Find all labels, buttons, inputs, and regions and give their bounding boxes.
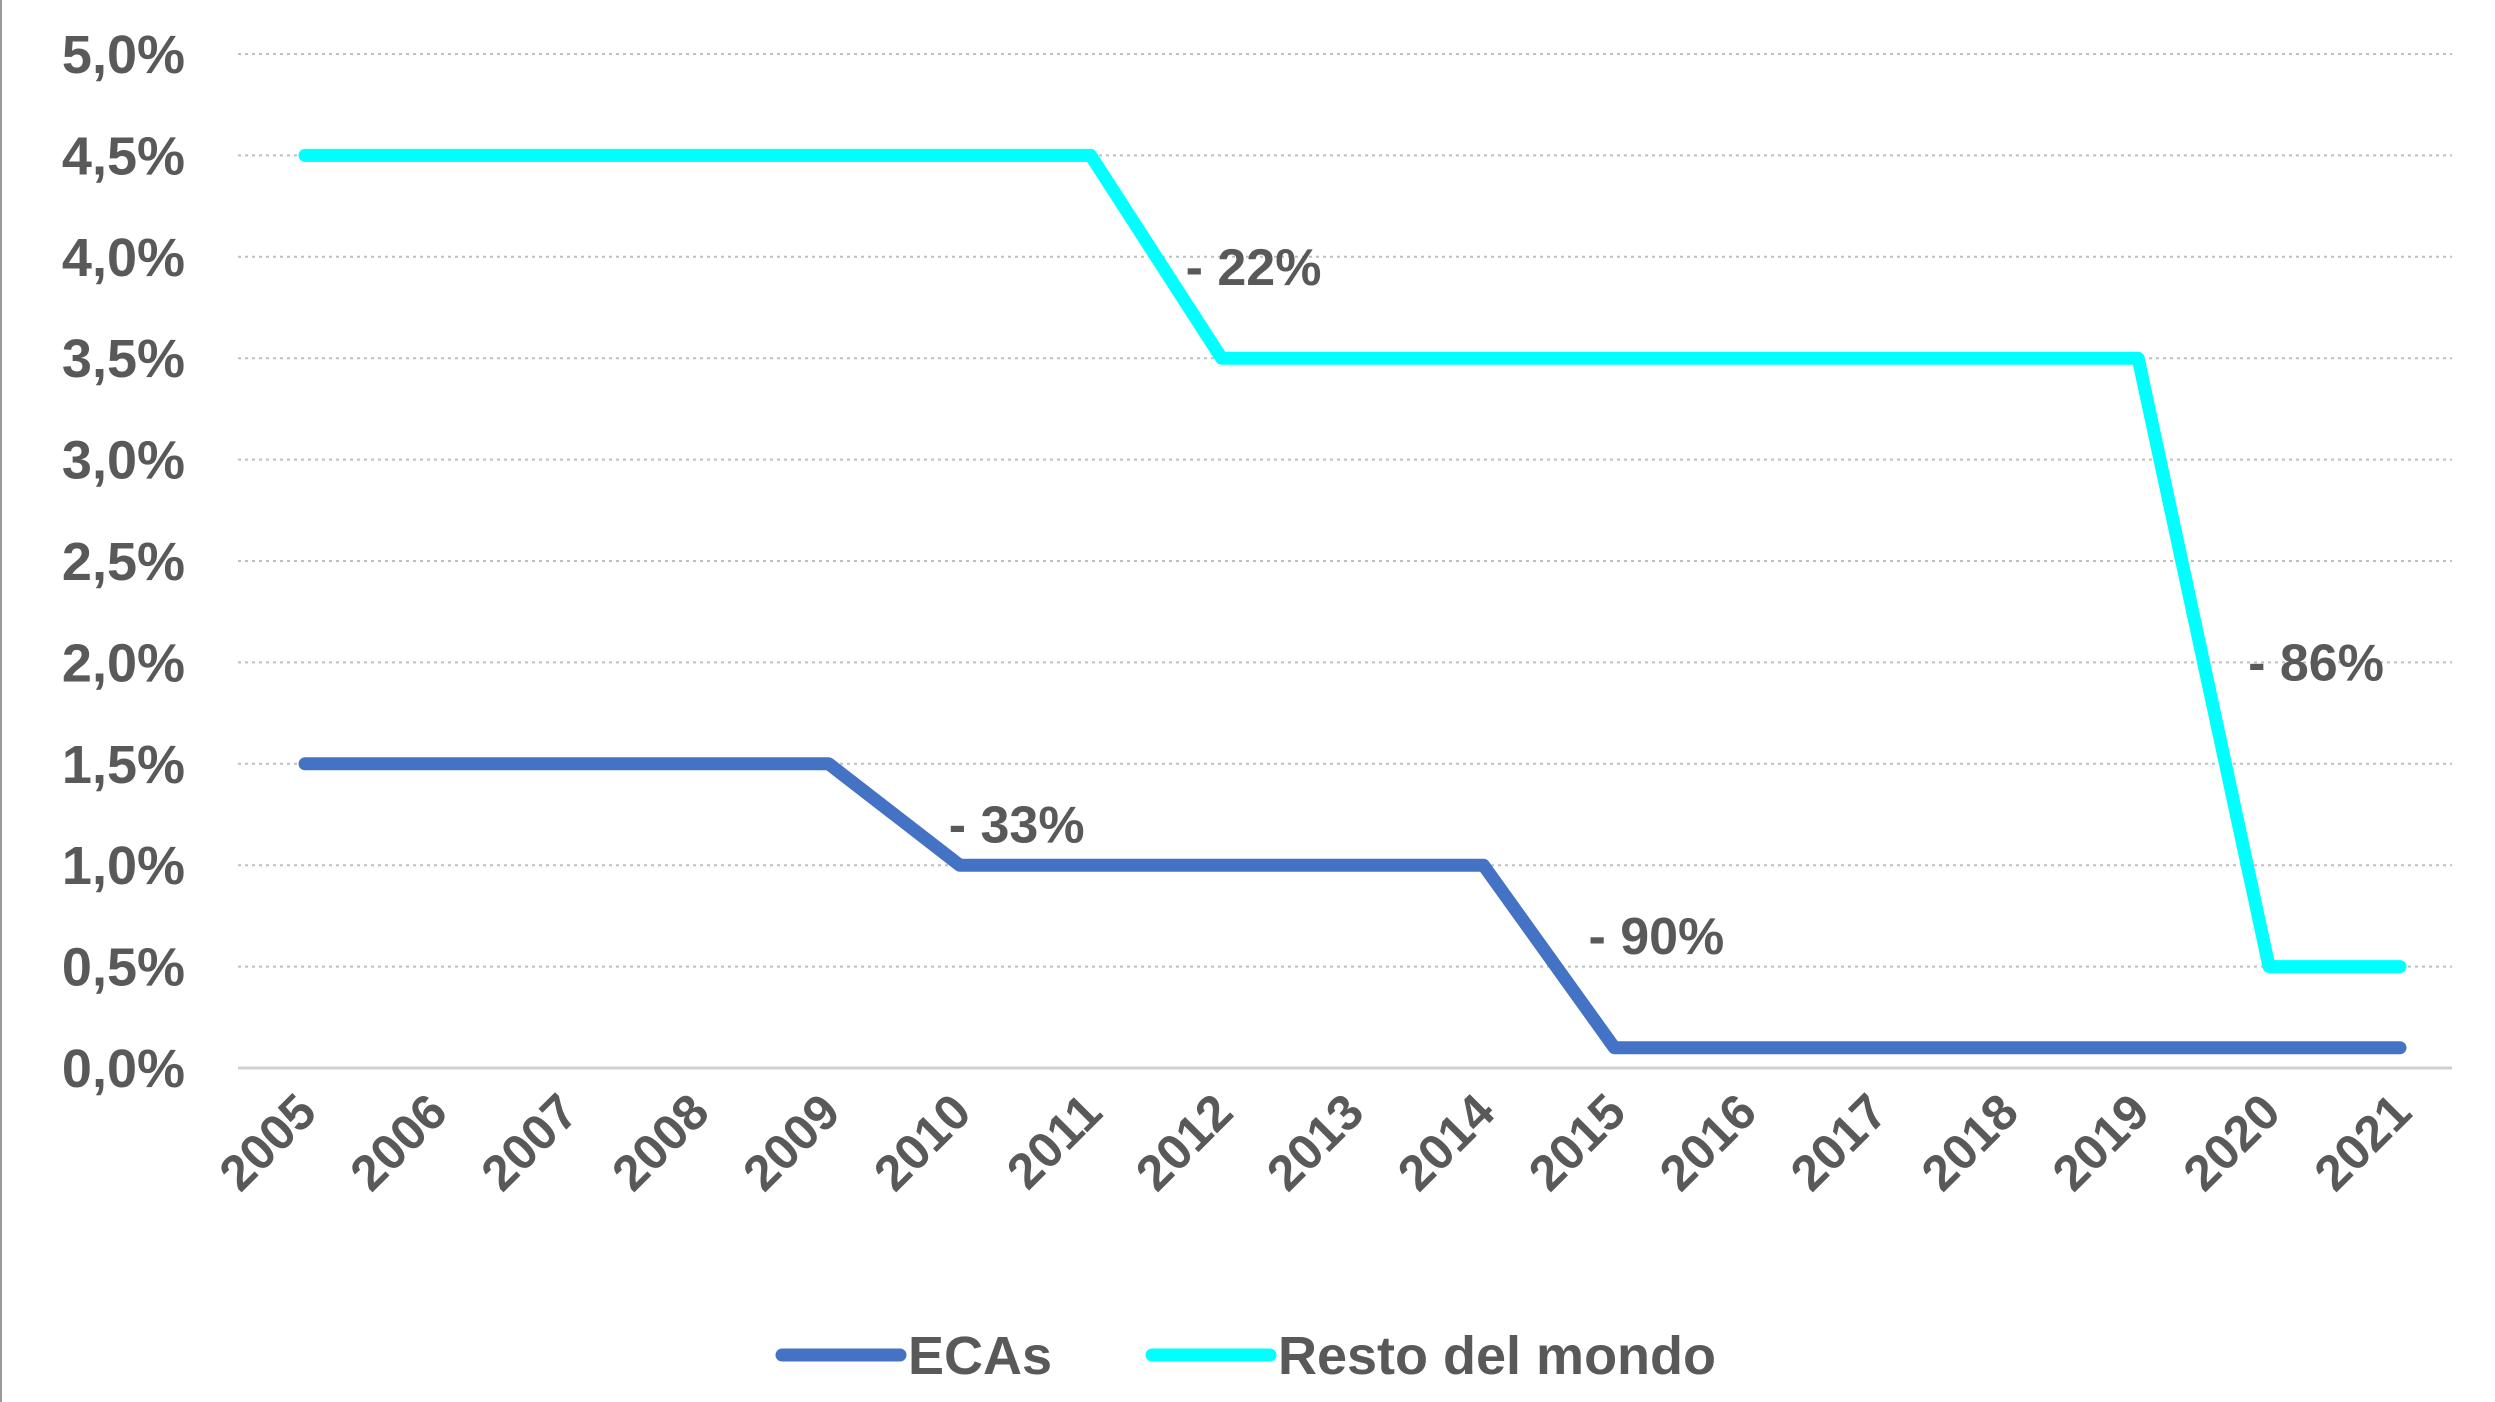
x-tick-label: 2014 [1387,1083,1505,1201]
series-lines [298,148,2407,1055]
legend-label: ECAs [908,1326,1052,1386]
annotation-label: - 86% [2248,634,2384,692]
y-tick-label: 4,0% [62,228,185,288]
annotation-label: - 90% [1588,908,1724,966]
x-tick-label: 2018 [1911,1083,2029,1201]
y-tick-label: 1,0% [62,836,185,896]
series-line-ecas [298,757,2407,1055]
x-tick-label: 2006 [339,1083,457,1201]
y-tick-label: 1,5% [62,735,185,795]
x-tick-label: 2020 [2173,1083,2291,1201]
y-tick-label: 2,5% [62,532,185,592]
gridlines [238,53,2452,968]
y-tick-label: 3,0% [62,431,185,491]
y-axis-ticks: 0,0% 0,5% 1,0% 1,5% 2,0% 2,5% 3,0% 3,5% 4,0% 4,5%… [62,25,185,1099]
legend: ECAs Resto del mondo [775,1326,1716,1386]
y-tick-label: 5,0% [62,25,185,85]
y-tick-label: 3,5% [62,329,185,389]
x-tick-label: 2012 [1125,1083,1243,1201]
x-tick-label: 2015 [1518,1083,1636,1201]
left-frame-line [0,0,2,1402]
annotation-label: - 22% [1186,239,1322,297]
y-tick-label: 0,5% [62,938,185,998]
y-tick-label: 0,0% [62,1039,185,1099]
series-line-resto-del-mondo [298,148,2407,974]
x-tick-label: 2008 [601,1083,719,1201]
y-tick-label: 4,5% [62,126,185,186]
x-tick-label: 2011 [996,1083,1112,1199]
x-tick-label: 2009 [732,1083,850,1201]
x-tick-label: 2019 [2042,1083,2160,1201]
x-tick-label: 2016 [1649,1083,1767,1201]
x-tick-label: 2005 [209,1083,327,1201]
annotations: - 22% - 86% - 33% - 90% [949,239,2384,966]
x-tick-label: 2017 [1780,1083,1898,1201]
x-tick-label: 2007 [470,1083,588,1201]
legend-label: Resto del mondo [1278,1326,1716,1386]
x-tick-label: 2013 [1256,1083,1374,1201]
x-tick-label: 2021 [2304,1083,2422,1201]
annotation-label: - 33% [949,797,1085,855]
x-axis-ticks: 2005 2006 2007 2008 2009 2010 2011 2012 2013 2014… [209,1083,2422,1201]
y-tick-label: 2,0% [62,633,185,693]
x-tick-label: 2010 [863,1083,981,1201]
